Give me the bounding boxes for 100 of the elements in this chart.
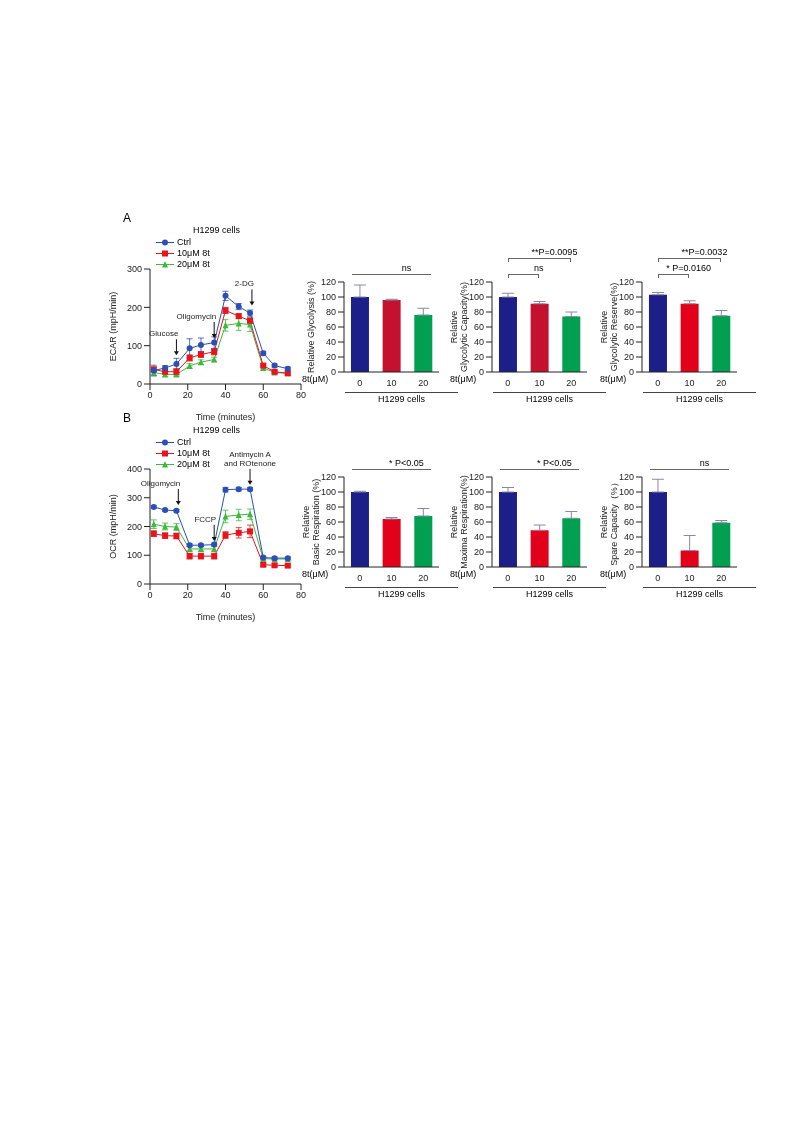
x-tick-label: 0	[505, 573, 511, 584]
y-tick-label: 100	[126, 550, 142, 561]
y-tick-label: 120	[618, 277, 634, 288]
y-tick-label: 0	[330, 367, 336, 378]
x-axis-title: H1299 cells	[344, 392, 459, 404]
y-tick-label: 120	[618, 472, 634, 483]
x-tick-label: 20	[716, 573, 727, 584]
annotation: Glucose	[149, 329, 179, 339]
text: ns	[698, 458, 711, 468]
y-tick-label: 100	[320, 292, 336, 303]
y-axis-title: Relative Maxima Respiration(%)	[449, 475, 469, 569]
x-tick-label: 10	[534, 378, 545, 389]
legend-label: 20μM 8t	[177, 459, 210, 470]
y-tick-label: 200	[126, 521, 142, 532]
text: **P=0.0095	[530, 247, 579, 257]
y-tick-label: 60	[623, 322, 634, 333]
text: 8t(μM)	[302, 569, 329, 579]
x-tick-label: 10	[386, 573, 397, 584]
x-axis-title: Time (minutes)	[195, 412, 256, 422]
y-axis-title: Relative Glycolytic Capacity(%)	[449, 281, 469, 373]
y-tick-label: 40	[473, 532, 484, 543]
text: 8t(μM)	[302, 374, 329, 384]
x-axis-title: H1299 cells	[492, 587, 607, 599]
x-tick-label: 80	[295, 590, 307, 601]
x-tick-label: 20	[566, 573, 577, 584]
y-tick-label: 100	[618, 292, 634, 303]
y-axis-title: Relative Glycolysis (%)	[306, 280, 316, 374]
y-tick-label: 0	[330, 562, 336, 573]
y-tick-label: 80	[623, 307, 634, 318]
y-tick-label: 100	[468, 292, 484, 303]
text: B	[123, 411, 132, 425]
annotation: FCCP	[194, 514, 217, 524]
text: * P=0.0160	[665, 263, 713, 273]
y-tick-label: 100	[126, 340, 142, 351]
y-tick-label: 20	[473, 547, 484, 558]
text: 8t(μM)	[450, 569, 477, 579]
y-tick-label: 20	[473, 352, 484, 363]
text: * P<0.05	[536, 458, 573, 468]
y-axis-title: ECAR (mpH/min)	[108, 291, 118, 362]
x-tick-label: 20	[182, 590, 193, 601]
text: 8t(μM)	[600, 569, 627, 579]
y-tick-label: 0	[478, 562, 484, 573]
x-tick-label: 20	[566, 378, 577, 389]
y-tick-label: 20	[325, 352, 336, 363]
x-tick-label: 0	[147, 590, 153, 601]
x-axis-title: H1299 cells	[344, 587, 459, 599]
chart-title: H1299 cells	[193, 425, 241, 435]
y-tick-label: 20	[623, 352, 634, 363]
x-tick-label: 0	[357, 378, 363, 389]
y-tick-label: 0	[628, 367, 634, 378]
y-tick-label: 40	[623, 532, 634, 543]
annotation: Oligomycin	[176, 312, 217, 321]
x-tick-label: 40	[220, 390, 231, 401]
y-tick-label: 60	[623, 517, 634, 528]
x-tick-label: 10	[534, 573, 545, 584]
x-tick-label: 20	[716, 378, 727, 389]
y-tick-label: 40	[325, 532, 336, 543]
text: A	[123, 211, 132, 225]
y-tick-label: 80	[623, 502, 634, 513]
chart-title: H1299 cells	[193, 225, 241, 235]
y-tick-label: 20	[623, 547, 634, 558]
y-tick-label: 60	[325, 322, 336, 333]
annotation: 2-DG	[234, 279, 254, 289]
y-axis-title: Relative Glycolytic Reserve(%)	[599, 282, 619, 372]
y-tick-label: 80	[325, 307, 336, 318]
text: 8t(μM)	[450, 374, 477, 384]
y-tick-label: 60	[325, 517, 336, 528]
text: ns	[400, 263, 413, 273]
x-tick-label: 20	[418, 378, 429, 389]
y-tick-label: 120	[320, 277, 336, 288]
y-tick-label: 0	[478, 367, 484, 378]
y-tick-label: 80	[473, 502, 484, 513]
y-axis-title: OCR (mpH/min)	[108, 494, 118, 559]
y-tick-label: 80	[473, 307, 484, 318]
x-tick-label: 20	[418, 573, 429, 584]
legend-label: 20μM 8t	[177, 259, 210, 270]
legend-label: 10μM 8t	[177, 248, 210, 259]
x-tick-label: 10	[684, 378, 695, 389]
text: **P=0.0032	[680, 247, 729, 257]
text: ns	[532, 263, 545, 273]
y-tick-label: 0	[628, 562, 634, 573]
y-tick-label: 80	[325, 502, 336, 513]
annotation: Oligomycin	[140, 478, 181, 488]
y-tick-label: 60	[473, 517, 484, 528]
x-tick-label: 0	[505, 378, 511, 389]
y-tick-label: 100	[618, 487, 634, 498]
x-tick-label: 60	[258, 590, 269, 601]
x-tick-label: 0	[147, 390, 153, 401]
legend-label: Ctrl	[177, 237, 191, 248]
x-tick-label: 10	[386, 378, 397, 389]
text: * P<0.05	[388, 458, 425, 468]
legend-label: 10μM 8t	[177, 448, 210, 459]
x-tick-label: 40	[220, 590, 231, 601]
y-tick-label: 120	[468, 277, 484, 288]
y-tick-label: 120	[468, 472, 484, 483]
x-axis-title: H1299 cells	[492, 392, 607, 404]
y-tick-label: 120	[320, 472, 336, 483]
x-tick-label: 60	[258, 390, 269, 401]
x-axis-title: Time (minutes)	[195, 612, 256, 622]
y-tick-label: 40	[473, 337, 484, 348]
